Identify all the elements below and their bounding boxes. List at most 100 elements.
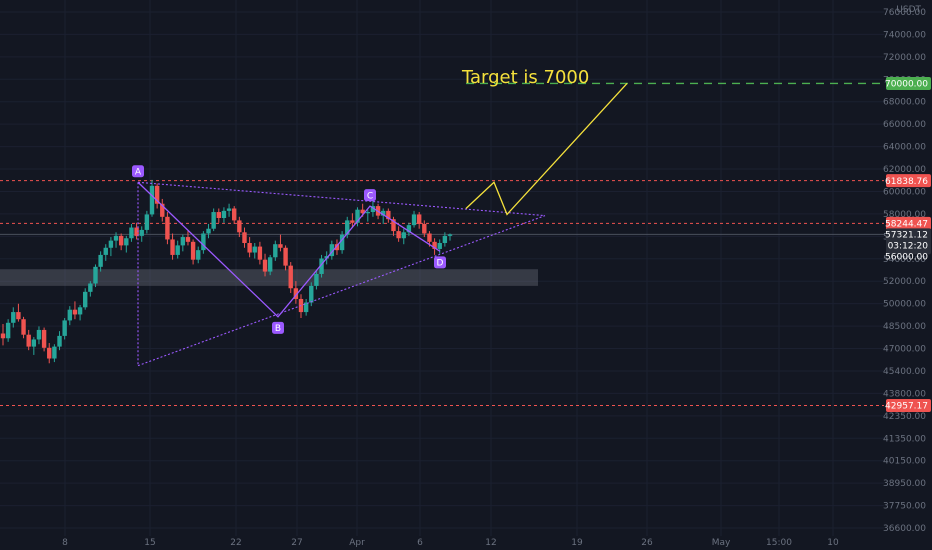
candle-body — [88, 283, 93, 292]
candle-body — [309, 285, 314, 303]
y-tick-label: 62000.00 — [883, 165, 926, 175]
pattern-point-label: C — [367, 191, 373, 201]
candle-body — [386, 210, 391, 220]
pattern-point-label: D — [437, 259, 444, 269]
candle-body — [16, 312, 21, 320]
candle-body — [11, 312, 16, 323]
y-tick-label: 40150.00 — [883, 457, 926, 467]
harmonic-pattern: A B C D — [132, 165, 546, 367]
candle-body — [67, 309, 72, 321]
level-lines — [0, 82, 884, 406]
y-tick-label: 48500.00 — [883, 322, 926, 332]
countdown-text: 03:12:20 — [888, 241, 929, 251]
y-tick-label: 72000.00 — [883, 53, 926, 63]
candle-body — [314, 273, 319, 286]
candle-body — [237, 220, 242, 233]
candle-body — [447, 234, 453, 236]
candle-body — [36, 329, 42, 340]
candle-body — [257, 246, 263, 260]
candle-body — [370, 206, 376, 213]
candle-body — [196, 250, 201, 260]
lower-trendline — [137, 215, 546, 367]
candle-body — [31, 339, 37, 347]
x-tick-label: 15:00 — [766, 538, 792, 548]
candle-body — [319, 258, 324, 274]
candle-body — [221, 210, 227, 219]
price-tag-resistance: 58244.47 — [885, 216, 931, 230]
time-axis[interactable]: 8 15 22 27 Apr 6 12 19 26 May 15:00 10 — [62, 538, 839, 548]
candle-body — [416, 214, 422, 224]
x-tick-label: 8 — [62, 538, 68, 548]
y-tick-label: 38950.00 — [883, 479, 926, 489]
pattern-point-b: B — [272, 321, 284, 334]
y-tick-label: 42350.00 — [883, 412, 926, 422]
candle-body — [190, 241, 196, 260]
grid — [0, 0, 884, 536]
candle-body — [427, 233, 432, 242]
price-tag-text: 42957.17 — [885, 402, 928, 412]
y-tick-label: 66000.00 — [883, 120, 926, 130]
candle-body — [401, 232, 406, 239]
candle-body — [242, 232, 247, 244]
candle-body — [226, 208, 232, 211]
price-tag-resistance: 61838.76 — [885, 174, 931, 188]
currency-label: USDT — [896, 5, 921, 15]
candle-body — [247, 243, 252, 253]
candle-body — [262, 259, 268, 272]
candle-body — [170, 239, 175, 255]
x-tick-label: 26 — [641, 538, 653, 548]
candle-body — [47, 347, 52, 359]
candle-body — [411, 214, 417, 226]
y-tick-label: 50000.00 — [883, 300, 926, 310]
pattern-legs — [137, 181, 441, 318]
pattern-point-label: A — [135, 168, 142, 178]
candle-body — [41, 329, 47, 348]
price-tag-text: 70000.00 — [885, 80, 928, 90]
x-tick-label: 10 — [827, 538, 839, 548]
y-tick-label: 64000.00 — [883, 143, 926, 153]
y-tick-label: 68000.00 — [883, 98, 926, 108]
y-tick-label: 43800.00 — [883, 389, 926, 399]
price-tag-target: 70000.00 — [885, 76, 931, 90]
candle-body — [211, 212, 216, 229]
x-tick-label: 6 — [417, 538, 423, 548]
candle-body — [21, 319, 26, 335]
y-tick-label: 60000.00 — [883, 187, 926, 197]
candle-body — [334, 244, 340, 251]
candle-body — [57, 335, 62, 347]
candle-body — [72, 309, 78, 315]
projection-line — [465, 83, 628, 216]
x-tick-label: 15 — [144, 538, 155, 548]
candle-body — [391, 219, 396, 232]
y-tick-label: 45400.00 — [883, 367, 926, 377]
candle-body — [350, 220, 355, 223]
candle-body — [206, 228, 211, 234]
candle-body — [185, 237, 191, 242]
candle-body — [422, 223, 427, 234]
y-tick-label: 36600.00 — [883, 524, 926, 534]
candle-body — [129, 227, 134, 239]
last-price-text: 57321.12 — [885, 230, 928, 240]
candle-body — [216, 212, 221, 219]
y-tick-label: 37750.00 — [883, 502, 926, 512]
candle-body — [437, 243, 442, 249]
candle-body — [103, 247, 108, 255]
candle-body — [329, 244, 335, 257]
candle-body — [267, 257, 273, 272]
candle-body — [396, 231, 401, 239]
candle-body — [144, 214, 150, 230]
candle-body — [139, 229, 144, 236]
candle-body — [365, 212, 370, 214]
support-zone — [0, 269, 538, 286]
candle-body — [303, 302, 309, 313]
candle-body — [406, 225, 412, 233]
candle-body — [52, 346, 57, 359]
candle-body — [124, 238, 129, 246]
candle-body — [149, 185, 155, 215]
x-tick-label: 12 — [485, 538, 496, 548]
candle-body — [232, 208, 237, 221]
pattern-point-c: C — [364, 189, 376, 201]
price-tag-text: 61838.76 — [885, 177, 928, 187]
candle-body — [134, 227, 139, 236]
